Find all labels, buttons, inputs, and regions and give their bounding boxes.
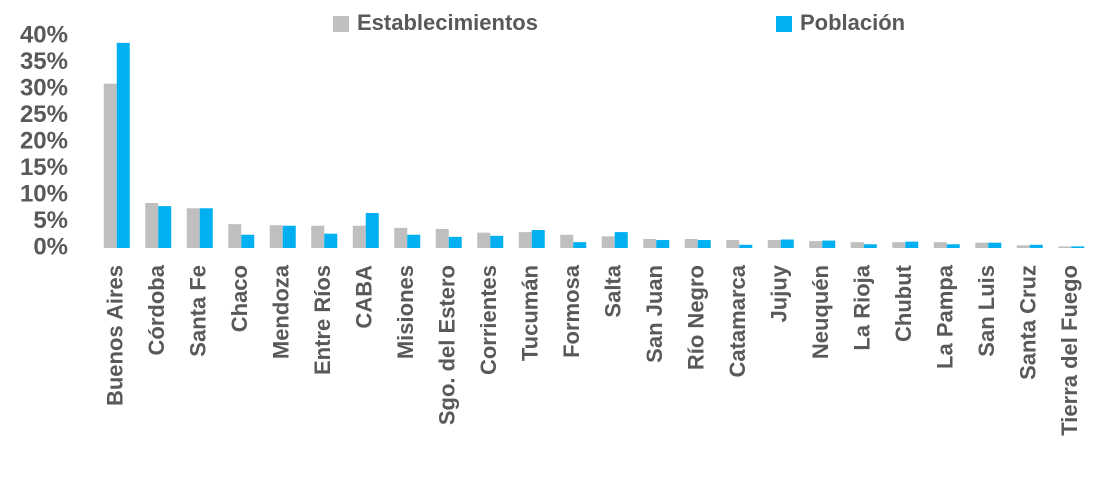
y-tick-label: 0% bbox=[33, 233, 68, 260]
x-tick-label: Santa Fe bbox=[186, 265, 211, 357]
bar bbox=[1029, 244, 1043, 248]
y-tick-label: 40% bbox=[20, 21, 68, 48]
bar bbox=[352, 225, 366, 248]
x-tick-label: Formosa bbox=[559, 264, 584, 358]
y-tick-label: 10% bbox=[20, 180, 68, 207]
bar bbox=[311, 225, 325, 248]
x-tick-label: Río Negro bbox=[684, 265, 709, 370]
bar bbox=[269, 225, 283, 248]
bar bbox=[365, 213, 379, 248]
y-tick-label: 5% bbox=[33, 207, 68, 234]
x-tick-label: Catamarca bbox=[725, 264, 750, 377]
bar bbox=[1016, 245, 1030, 248]
legend-swatch bbox=[776, 16, 792, 32]
bar bbox=[103, 83, 117, 248]
bar bbox=[863, 244, 877, 248]
bar bbox=[394, 227, 408, 248]
bar bbox=[560, 234, 574, 248]
bar bbox=[1071, 246, 1085, 248]
x-tick-label: San Juan bbox=[642, 265, 667, 363]
x-tick-label: Mendoza bbox=[269, 264, 294, 359]
y-tick-label: 30% bbox=[20, 74, 68, 101]
x-tick-label: Tierra del Fuego bbox=[1057, 265, 1082, 436]
bar bbox=[241, 234, 255, 248]
y-tick-label: 15% bbox=[20, 154, 68, 181]
x-tick-label: Misiones bbox=[393, 265, 418, 359]
x-tick-label: Tucumán bbox=[518, 265, 543, 361]
bar bbox=[477, 232, 491, 248]
bar bbox=[324, 233, 338, 248]
x-tick-label: Chaco bbox=[227, 265, 252, 332]
legend-label: Población bbox=[800, 10, 905, 35]
x-tick-label: Santa Cruz bbox=[1016, 265, 1041, 380]
x-tick-label: Neuquén bbox=[808, 265, 833, 359]
bar bbox=[186, 208, 200, 248]
bar bbox=[116, 42, 130, 248]
bar bbox=[531, 229, 545, 248]
bar bbox=[518, 232, 532, 248]
x-tick-label: Buenos Aires bbox=[103, 265, 128, 406]
x-tick-label: Jujuy bbox=[767, 264, 792, 322]
x-tick-label: Sgo. del Estero bbox=[435, 265, 460, 425]
bar bbox=[614, 232, 628, 248]
bar bbox=[228, 224, 242, 248]
bar bbox=[739, 244, 753, 248]
bar bbox=[822, 240, 836, 248]
y-tick-label: 20% bbox=[20, 127, 68, 154]
bar bbox=[988, 242, 1002, 248]
x-tick-label: Córdoba bbox=[144, 264, 169, 355]
bar bbox=[850, 242, 864, 248]
x-tick-label: Corrientes bbox=[476, 265, 501, 375]
bar bbox=[407, 234, 421, 248]
y-tick-label: 25% bbox=[20, 101, 68, 128]
bar bbox=[601, 236, 615, 248]
bar bbox=[767, 240, 781, 248]
bar bbox=[656, 240, 670, 248]
legend-swatch bbox=[333, 16, 349, 32]
bar bbox=[975, 242, 989, 248]
bar bbox=[435, 228, 449, 248]
bar bbox=[199, 208, 213, 248]
x-tick-label: Chubut bbox=[891, 264, 916, 342]
bar bbox=[809, 241, 823, 248]
legend-label: Establecimientos bbox=[357, 10, 538, 35]
bar bbox=[448, 236, 462, 248]
bar bbox=[726, 240, 740, 248]
bar bbox=[780, 239, 794, 248]
bar bbox=[684, 238, 698, 248]
x-tick-label: La Pampa bbox=[933, 264, 958, 369]
x-tick-label: Salta bbox=[601, 264, 626, 317]
bar bbox=[282, 225, 296, 248]
bar bbox=[643, 238, 657, 248]
x-tick-label: Entre Ríos bbox=[310, 265, 335, 375]
y-tick-label: 35% bbox=[20, 48, 68, 75]
bar bbox=[158, 206, 172, 248]
bar bbox=[490, 235, 504, 248]
bar bbox=[946, 244, 960, 248]
x-tick-label: La Rioja bbox=[850, 264, 875, 350]
bar bbox=[573, 242, 587, 248]
x-tick-label: CABA bbox=[352, 265, 377, 329]
bar bbox=[1058, 246, 1072, 248]
bar bbox=[145, 202, 159, 248]
bar bbox=[892, 242, 906, 248]
bar bbox=[905, 241, 919, 248]
x-tick-label: San Luis bbox=[974, 265, 999, 357]
bar bbox=[697, 240, 711, 248]
bar bbox=[933, 242, 947, 248]
